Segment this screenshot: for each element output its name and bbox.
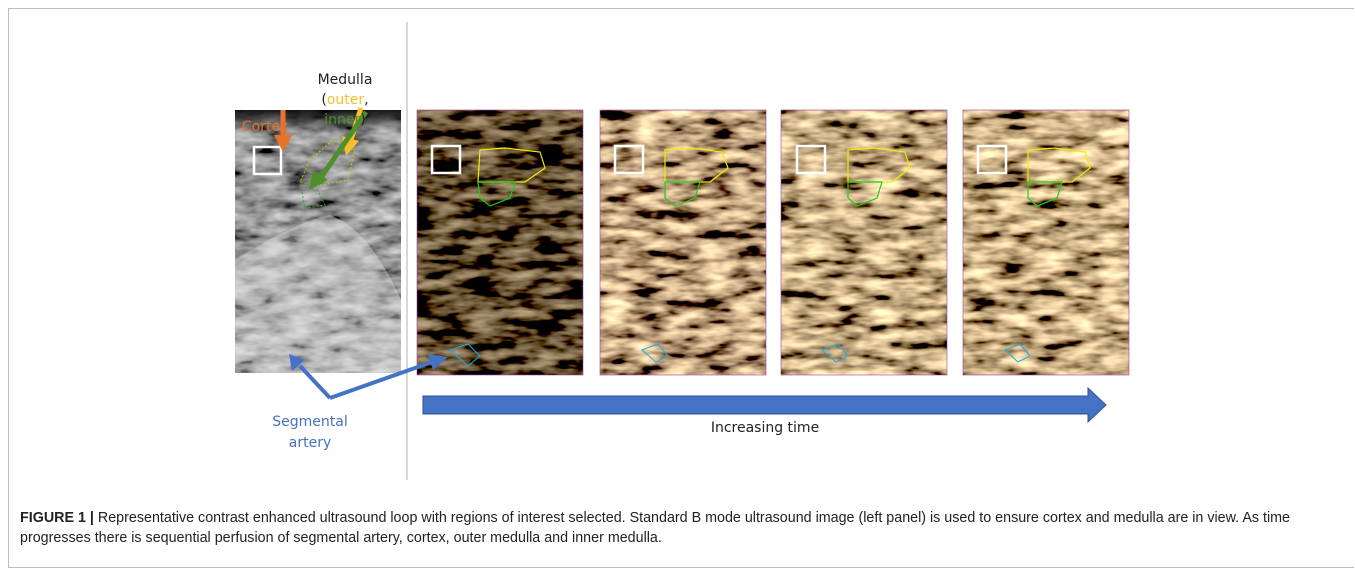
- caption-label: FIGURE 1 |: [20, 510, 94, 526]
- caption-text: Representative contrast enhanced ultraso…: [20, 510, 1290, 546]
- inner-label: inner: [324, 112, 360, 128]
- medulla-outer-label: (outer,: [321, 92, 368, 108]
- medulla-inner-label: inner): [324, 112, 365, 128]
- artery-label: artery: [289, 435, 331, 451]
- ceus-image: [963, 110, 1129, 375]
- bmode-image: [235, 110, 401, 373]
- ceus-image: [781, 110, 947, 375]
- time-label: Increasing time: [711, 420, 819, 436]
- medulla-label: Medulla: [318, 72, 373, 88]
- ceus-image: [417, 110, 583, 375]
- segmental-label: Segmental: [272, 414, 347, 430]
- cortex-label: Cortex: [242, 119, 288, 135]
- figure: Medulla (outer, inner) Cortex Segmental …: [0, 0, 1355, 505]
- comma: ,: [364, 92, 368, 108]
- caption: FIGURE 1 | Representative contrast enhan…: [20, 508, 1345, 548]
- ceus-image: [600, 110, 766, 375]
- page: {"figure":{"labels":{"medulla":"Medulla"…: [0, 0, 1355, 571]
- outer-label: outer: [327, 92, 365, 108]
- paren: ): [360, 112, 365, 128]
